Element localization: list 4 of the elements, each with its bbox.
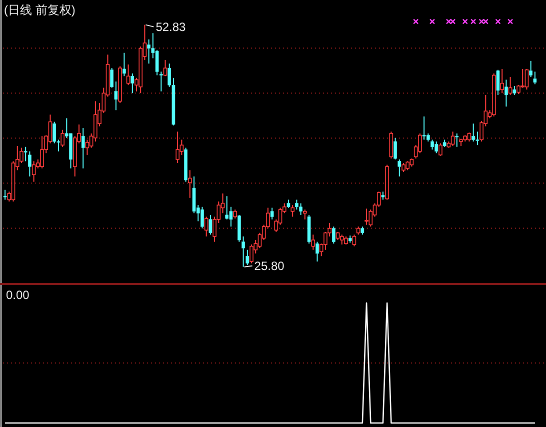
annotation: 25.80: [254, 258, 285, 273]
chart-title: (日线 前复权): [4, 3, 76, 17]
annotation: 52.83: [156, 20, 186, 34]
text: 0.00: [6, 288, 30, 302]
